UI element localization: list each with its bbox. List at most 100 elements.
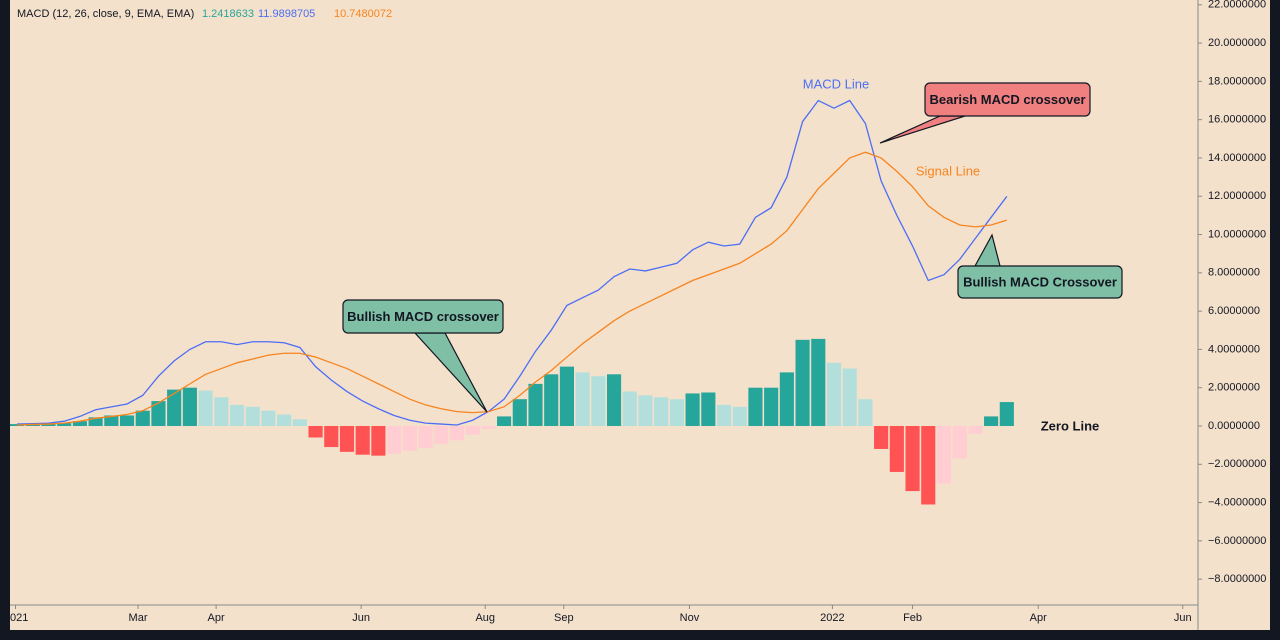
histogram-bar [952,425,967,459]
histogram-bar [764,387,779,426]
histogram-bar [214,397,229,426]
histogram-bar [858,399,873,426]
histogram-bar [999,402,1014,426]
x-tick-label: 2022 [820,612,844,624]
histogram-bar [371,425,386,456]
histogram-bar [654,397,669,426]
histogram-bar [921,425,936,505]
histogram-bar [874,425,889,449]
y-tick-label: −4.0000000 [1208,496,1266,508]
histogram-bar [57,423,72,426]
histogram-bar [434,425,449,445]
histogram-bar [701,392,716,426]
histogram-bar [811,338,826,426]
legend-value: 1.2418633 [202,8,254,20]
histogram-bar [936,425,952,484]
y-tick-label: 8.0000000 [1208,267,1260,279]
histogram-bar [905,425,920,492]
histogram-bar [528,383,543,426]
x-tick-label: Jun [1174,612,1192,624]
indicator-line [17,151,1007,426]
series-label: MACD Line [803,76,869,91]
callout-box [957,265,1123,299]
histogram-bar [622,391,637,426]
histogram-bar [277,414,292,426]
histogram-bar [481,425,496,429]
histogram-bar [167,389,182,426]
y-tick-label: 12.0000000 [1208,190,1266,202]
x-tick-label: Apr [208,612,225,624]
histogram-bar [638,395,653,426]
histogram-bar [968,425,983,434]
histogram-bar [984,416,999,426]
histogram-bar [842,368,857,426]
histogram-bar [245,406,260,426]
y-tick-label: 18.0000000 [1208,75,1266,87]
histogram-bar [355,425,370,455]
histogram-bar [748,387,763,426]
x-tick-label: Jun [352,612,370,624]
histogram-bar [669,399,684,426]
histogram-bar [544,374,559,426]
zero-line-label: Zero Line [1041,418,1100,433]
plot-area [10,99,1014,505]
callout-text: Bearish MACD crossover [929,92,1085,107]
histogram-bar [72,421,87,426]
x-tick-label: Apr [1030,612,1047,624]
callout-box [342,299,504,334]
x-tick-label: Feb [903,612,922,624]
callout-text: Bullish MACD crossover [347,309,499,324]
histogram-bar [10,424,25,426]
indicator-line [17,99,1008,426]
y-tick-label: −2.0000000 [1208,458,1266,470]
y-tick-label: 2.0000000 [1208,382,1260,394]
y-tick-label: 22.0000000 [1208,0,1266,11]
x-tick-label: Sep [554,612,574,624]
callout-text: Bullish MACD Crossover [963,274,1117,289]
y-tick-label: 20.0000000 [1208,37,1266,49]
callout-box [924,82,1091,117]
legend-value: 10.7480072 [334,8,392,20]
histogram-bar [795,339,810,426]
y-tick-label: 16.0000000 [1208,114,1266,126]
histogram-bar [324,425,339,448]
histogram-bar [512,399,527,426]
histogram-bar [449,425,465,441]
histogram-bar [889,425,904,472]
histogram-bar [685,393,700,426]
series-label: Signal Line [916,163,980,178]
x-tick-label: 021 [10,612,28,624]
histogram-bar [497,416,512,426]
y-tick-label: −8.0000000 [1208,573,1266,585]
histogram-bar [387,425,402,454]
histogram-bar [418,425,433,449]
histogram-bar [575,372,590,426]
histogram-bar [88,417,103,426]
histogram-bar [606,374,622,426]
histogram-bar [465,425,480,435]
y-tick-label: 0.0000000 [1208,420,1260,432]
histogram-bar [261,410,276,426]
histogram-bar [732,406,747,426]
histogram-bar [151,401,166,426]
histogram-bar [182,387,197,426]
x-tick-label: Aug [475,612,495,624]
histogram-bar [402,425,417,451]
histogram-bar [119,415,135,426]
histogram-bar [716,404,732,426]
histogram-bar [339,425,355,452]
x-tick-label: Mar [129,612,148,624]
histogram-bar [308,425,323,438]
histogram-bar [292,419,307,426]
histogram-bar [779,372,794,426]
histogram-bar [198,390,213,426]
histogram-bar [826,362,842,426]
y-tick-label: 4.0000000 [1208,343,1260,355]
histogram-bar [229,404,245,426]
x-tick-label: Nov [680,612,700,624]
y-tick-label: −6.0000000 [1208,535,1266,547]
y-tick-label: 10.0000000 [1208,228,1266,240]
indicator-title: MACD (12, 26, close, 9, EMA, EMA) [17,8,194,20]
histogram-bar [104,415,119,426]
